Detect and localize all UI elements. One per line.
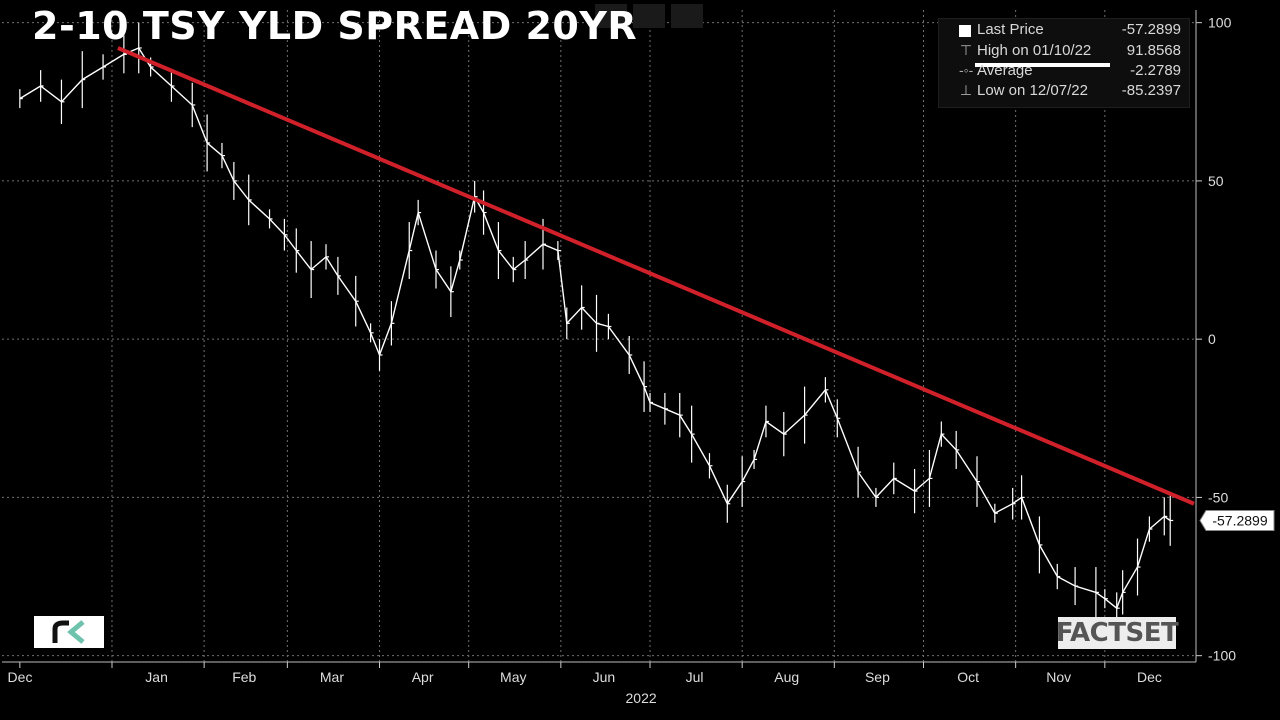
year-label: 2022 bbox=[626, 690, 657, 706]
legend-row-high: ⊤ High on 01/10/22 91.8568 bbox=[953, 42, 1181, 62]
x-tick-label: Jan bbox=[145, 669, 168, 685]
draw-tool-button[interactable] bbox=[595, 4, 627, 28]
x-tick-label: Dec bbox=[8, 669, 33, 685]
rk-logo bbox=[34, 616, 104, 648]
chart-title: 2-10 TSY YLD SPREAD 20YR bbox=[32, 4, 638, 48]
x-tick-label: Oct bbox=[957, 669, 979, 685]
trendline bbox=[117, 46, 1195, 506]
legend-value: -85.2397 bbox=[1121, 82, 1181, 99]
x-tick-label: Sep bbox=[865, 669, 890, 685]
x-tick-label: Feb bbox=[232, 669, 256, 685]
legend-label: Low on 12/07/22 bbox=[977, 82, 1088, 99]
average-marker-icon: -◦- bbox=[959, 62, 974, 78]
legend-swatch bbox=[959, 25, 971, 37]
legend-row-low: ⊥ Low on 12/07/22 -85.2397 bbox=[953, 82, 1181, 102]
rk-logo-icon bbox=[52, 620, 85, 644]
x-tick-label: Mar bbox=[320, 669, 344, 685]
x-tick-label: Jul bbox=[686, 669, 704, 685]
factset-logo: FACTSET bbox=[1055, 617, 1179, 649]
trendline-layer bbox=[117, 46, 1195, 506]
last-price-tag-label: -57.2899 bbox=[1212, 512, 1267, 528]
y-tick-label: -50 bbox=[1208, 489, 1228, 505]
legend-value: -57.2899 bbox=[1121, 21, 1181, 38]
price-line bbox=[19, 47, 1171, 610]
last-price-tag: -57.2899 bbox=[1199, 509, 1275, 531]
low-marker-icon: ⊥ bbox=[959, 82, 973, 98]
legend-row-average: -◦- Average -2.2789 bbox=[953, 62, 1181, 82]
y-tick-label: -100 bbox=[1208, 648, 1236, 664]
x-tick-label: May bbox=[500, 669, 526, 685]
last-price-tag-bg bbox=[1199, 509, 1275, 531]
legend-row-last-price: Last Price -57.2899 bbox=[953, 21, 1181, 41]
y-tick-label: 0 bbox=[1208, 331, 1216, 347]
x-tick-label: Jun bbox=[593, 669, 616, 685]
table-tool-button[interactable] bbox=[633, 4, 665, 28]
grid-lines bbox=[2, 10, 1196, 662]
x-tick-label: Nov bbox=[1046, 669, 1071, 685]
zoom-tool-button[interactable] bbox=[671, 4, 703, 28]
x-tick-label: Apr bbox=[412, 669, 434, 685]
high-marker-icon: ⊤ bbox=[959, 42, 973, 58]
x-tick-label: Dec bbox=[1137, 669, 1162, 685]
price-series bbox=[19, 22, 1174, 625]
axes: 100 50 0 -50 -100 Dec Jan Feb Mar Apr May Jun Jul Aug… bbox=[2, 10, 1275, 706]
y-tick-label: 100 bbox=[1208, 15, 1232, 31]
legend: Last Price -57.2899 ⊤ High on 01/10/22 9… bbox=[938, 18, 1190, 108]
legend-label: Average bbox=[977, 62, 1033, 79]
legend-value: -2.2789 bbox=[1130, 62, 1181, 79]
legend-highlight-bar bbox=[975, 63, 1110, 67]
legend-label: Last Price bbox=[977, 21, 1044, 38]
x-tick-label: Aug bbox=[774, 669, 799, 685]
y-tick-label: 50 bbox=[1208, 173, 1224, 189]
legend-label: High on 01/10/22 bbox=[977, 42, 1092, 59]
legend-value: 91.8568 bbox=[1126, 42, 1181, 59]
